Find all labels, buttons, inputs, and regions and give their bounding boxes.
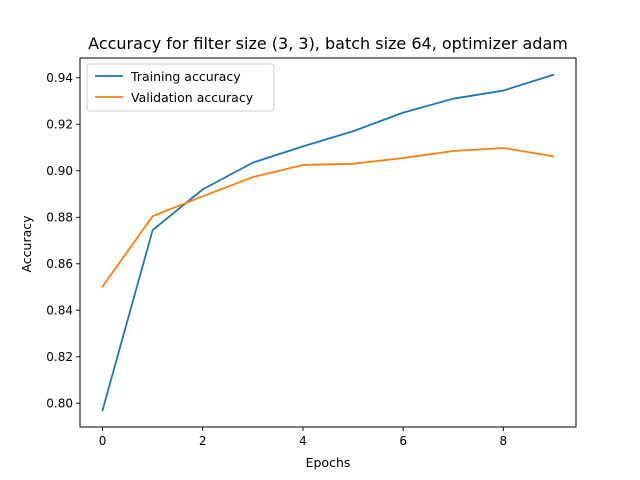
y-tick-label: 0.90 [46,164,73,178]
y-tick-label: 0.86 [46,257,73,271]
y-axis-label: Accuracy [19,215,34,273]
chart-title: Accuracy for filter size (3, 3), batch s… [88,34,568,53]
x-tick-label: 2 [199,434,207,448]
x-tick-label: 6 [399,434,407,448]
series-layer [101,73,555,412]
axes-frame [79,57,577,428]
plot-area [79,57,577,428]
x-axis-ticks: 0 2 4 6 8 [99,427,507,448]
x-tick-label: 8 [500,434,508,448]
y-tick-label: 0.84 [46,304,73,318]
legend: Training accuracy Validation accuracy [86,63,275,112]
series-line-0 [101,73,555,412]
y-tick-label: 0.88 [46,211,73,225]
legend-label-validation: Validation accuracy [131,90,254,105]
y-tick-label: 0.80 [46,397,73,411]
y-tick-label: 0.94 [46,71,73,85]
legend-frame [86,63,275,112]
legend-label-training: Training accuracy [130,69,241,84]
y-axis-ticks: 0.80 0.82 0.84 0.86 0.88 0.90 0.92 0.94 [46,71,80,411]
x-tick-label: 0 [99,434,107,448]
y-tick-label: 0.82 [46,350,73,364]
y-tick-label: 0.92 [46,118,73,132]
x-axis-label: Epochs [306,455,351,470]
series-line-1 [101,147,555,288]
x-tick-label: 4 [299,434,307,448]
